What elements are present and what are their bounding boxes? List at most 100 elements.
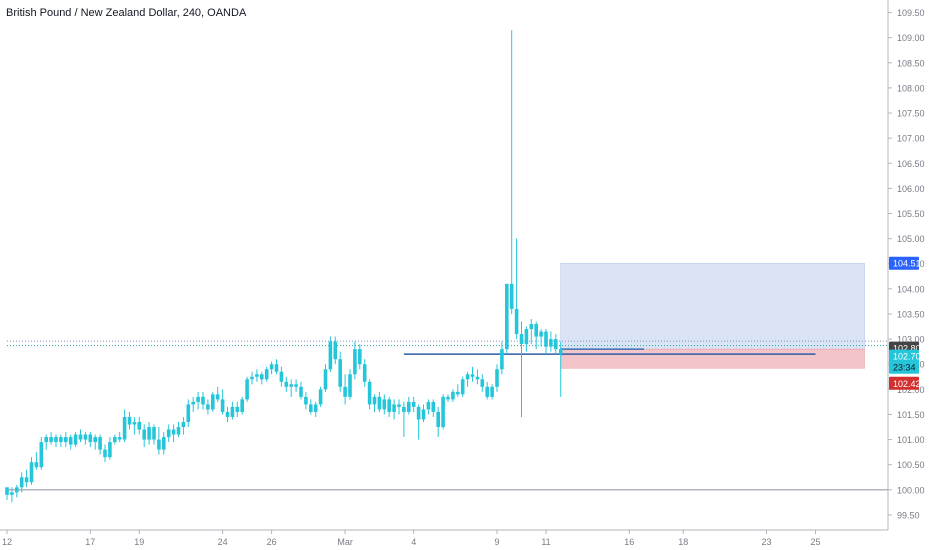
x-tick-label: 9 xyxy=(494,537,499,547)
x-tick-label: Mar xyxy=(337,537,353,547)
candle-body xyxy=(147,427,151,440)
candle-body xyxy=(113,437,117,443)
y-tick-label: 103.50 xyxy=(897,309,925,319)
candle-body xyxy=(554,339,558,350)
candle-body xyxy=(255,374,259,377)
candle-body xyxy=(362,364,367,382)
y-tick-label: 107.00 xyxy=(897,134,925,144)
candle-body xyxy=(260,374,264,380)
candle-body xyxy=(19,477,24,488)
candle-body xyxy=(157,439,161,450)
candle-body xyxy=(323,369,328,390)
candle-body xyxy=(549,339,553,347)
x-tick-label: 24 xyxy=(218,537,228,547)
candle-body xyxy=(377,396,382,410)
candle-body xyxy=(230,406,235,417)
candle-body xyxy=(519,334,524,345)
candle-body xyxy=(387,399,391,412)
candle-body xyxy=(304,396,308,405)
chart-title: British Pound / New Zealand Dollar, 240,… xyxy=(6,7,247,19)
y-tick-label: 104.00 xyxy=(897,284,925,294)
candle-body xyxy=(294,384,298,387)
candle-body xyxy=(142,429,146,440)
candle-body xyxy=(416,406,421,420)
candle-body xyxy=(456,391,460,395)
candle-body xyxy=(250,376,254,380)
price-label-text: 104.51 xyxy=(893,259,921,269)
price-label-box xyxy=(889,256,919,270)
candle-body xyxy=(44,437,48,443)
candle-body xyxy=(103,449,107,458)
y-tick-label: 103.00 xyxy=(897,335,925,345)
candle-body xyxy=(206,404,210,410)
x-tick-label: 19 xyxy=(134,537,144,547)
y-tick-label: 108.50 xyxy=(897,58,925,68)
candle-body xyxy=(93,437,97,443)
y-tick-label: 100.50 xyxy=(897,460,925,470)
y-tick-label: 100.00 xyxy=(897,485,925,495)
candle-body xyxy=(64,437,68,443)
candle-body xyxy=(348,374,352,397)
candle-body xyxy=(15,487,19,493)
candle-body xyxy=(274,364,279,372)
candle-body xyxy=(470,374,475,377)
candle-body xyxy=(152,427,156,440)
candle-body xyxy=(529,324,534,330)
y-tick-label: 107.50 xyxy=(897,109,925,119)
x-tick-label: 26 xyxy=(267,537,277,547)
candle-body xyxy=(490,386,494,397)
candle-body xyxy=(407,401,411,412)
candle-body xyxy=(485,386,489,397)
x-tick-label: 12 xyxy=(2,537,12,547)
candle-body xyxy=(284,381,289,387)
position-profit-zone xyxy=(560,262,865,350)
candle-body xyxy=(196,396,200,402)
y-tick-label: 109.00 xyxy=(897,33,925,43)
candle-body xyxy=(539,331,543,337)
candle-body xyxy=(436,411,440,428)
y-tick-label: 106.50 xyxy=(897,159,925,169)
candle-body xyxy=(309,404,313,412)
candle-body xyxy=(465,374,470,380)
candle-body xyxy=(59,437,63,443)
candle-body xyxy=(343,386,347,397)
candle-body xyxy=(475,376,480,380)
y-tick-label: 106.00 xyxy=(897,184,925,194)
candle-body xyxy=(318,389,323,405)
candle-body xyxy=(122,416,127,440)
candle-body xyxy=(235,406,240,412)
candle-body xyxy=(215,394,220,400)
candle-body xyxy=(372,396,377,405)
candle-body xyxy=(299,386,303,397)
price-label-box xyxy=(889,376,919,390)
candle-body xyxy=(402,406,406,412)
candle-body xyxy=(78,434,83,440)
candle-body xyxy=(500,349,504,370)
price-label-text: 102.80 xyxy=(893,344,921,354)
x-tick-label: 25 xyxy=(810,537,820,547)
candle-body xyxy=(39,442,44,468)
candle-body xyxy=(480,379,485,387)
candle-body xyxy=(88,434,93,443)
candle-body xyxy=(83,434,88,440)
x-tick-label: 17 xyxy=(85,537,95,547)
candle-body xyxy=(313,404,318,412)
candle-body xyxy=(505,283,509,350)
candle-body xyxy=(451,391,455,400)
candle-body xyxy=(132,421,137,425)
candle-body xyxy=(245,379,249,400)
candle-body xyxy=(397,404,401,407)
candle-body xyxy=(421,409,426,420)
candle-body xyxy=(211,394,215,410)
y-tick-label: 102.00 xyxy=(897,385,925,395)
candle-body xyxy=(289,384,293,387)
candle-body xyxy=(54,437,58,443)
candle-body xyxy=(68,437,73,445)
price-label-box xyxy=(889,349,919,363)
y-tick-label: 105.00 xyxy=(897,234,925,244)
y-tick-label: 101.50 xyxy=(897,410,925,420)
y-tick-label: 109.50 xyxy=(897,8,925,18)
price-label-text: 102.70 xyxy=(893,352,921,362)
candle-body xyxy=(5,487,9,495)
